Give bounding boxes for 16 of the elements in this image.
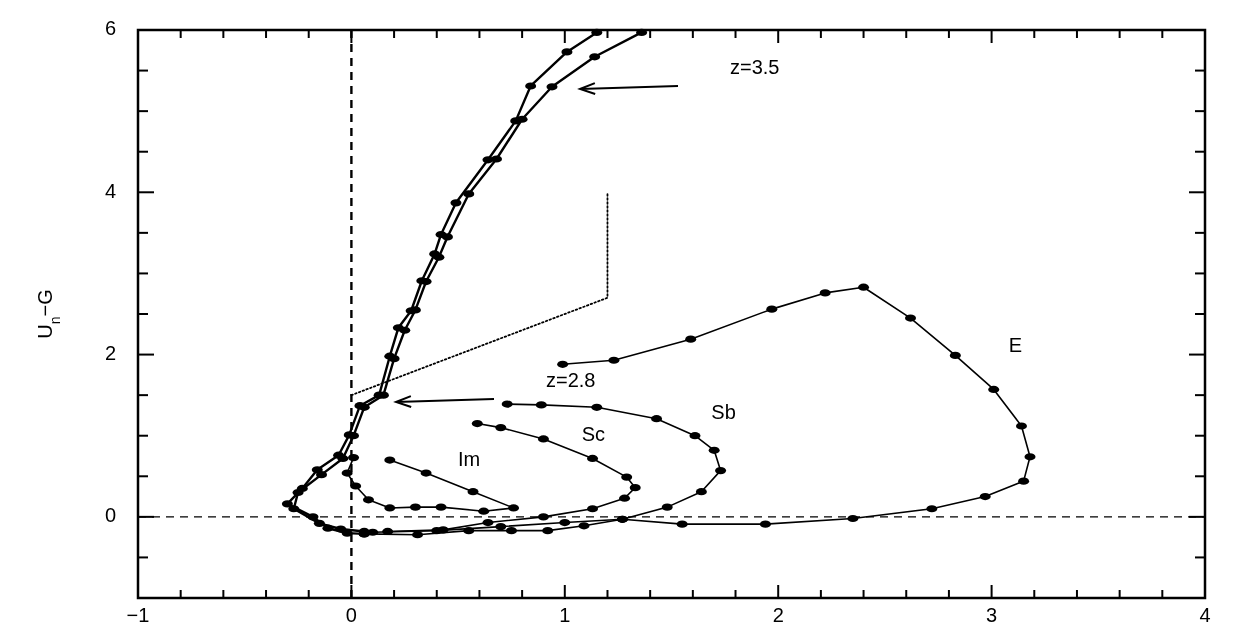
x-tick-label: 4 — [1199, 604, 1211, 626]
series-label: Sc — [581, 423, 606, 446]
series-label: Im — [457, 448, 481, 471]
y-tick-label: 2 — [104, 341, 116, 364]
annotation: z=3.5 — [730, 56, 780, 79]
y-tick-label: 4 — [104, 179, 116, 202]
x-tick-label: 1 — [559, 604, 571, 626]
series-label: E — [1008, 334, 1022, 357]
x-tick-label: −1 — [126, 604, 150, 626]
annotation: z=2.8 — [546, 369, 596, 392]
y-tick-label: 6 — [104, 17, 116, 40]
x-tick-label: 3 — [986, 604, 998, 626]
x-tick-label: 0 — [345, 604, 357, 626]
x-tick-label: 2 — [772, 604, 784, 626]
series-label: Sb — [711, 400, 736, 423]
y-tick-label: 0 — [104, 504, 116, 527]
